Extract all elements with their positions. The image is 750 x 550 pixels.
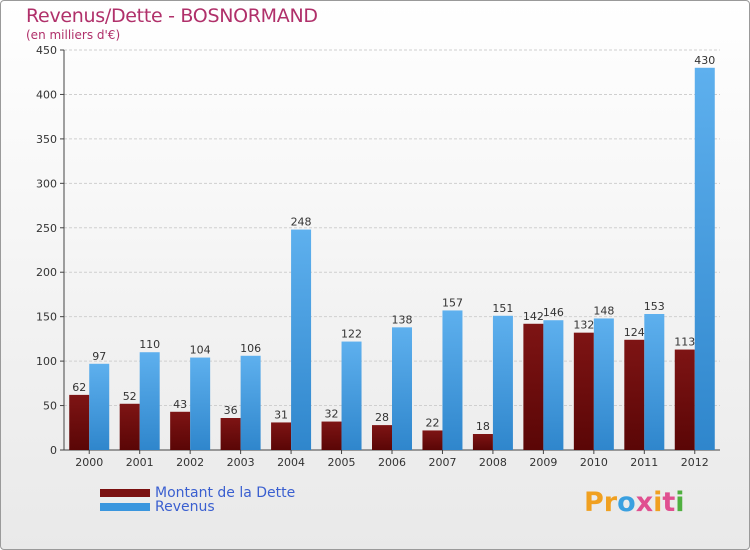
y-tick-label: 150 bbox=[36, 311, 57, 324]
debt-bar bbox=[271, 422, 292, 450]
y-tick-label: 200 bbox=[36, 266, 57, 279]
revenue-value-label: 104 bbox=[190, 344, 211, 357]
debt-bar bbox=[674, 349, 695, 450]
bars bbox=[69, 67, 715, 451]
x-tick-label: 2011 bbox=[630, 456, 658, 469]
y-tick-label: 250 bbox=[36, 222, 57, 235]
x-tick-label: 2008 bbox=[479, 456, 507, 469]
revenue-bar bbox=[341, 341, 362, 450]
revenue-value-label: 122 bbox=[341, 328, 362, 341]
x-tick-label: 2004 bbox=[277, 456, 305, 469]
debt-bar bbox=[220, 418, 241, 450]
y-tick-label: 450 bbox=[36, 44, 57, 57]
y-tick-label: 300 bbox=[36, 177, 57, 190]
revenue-bar bbox=[442, 310, 463, 450]
revenue-bar bbox=[139, 352, 160, 450]
revenue-value-label: 146 bbox=[543, 306, 564, 319]
x-tick-label: 2007 bbox=[428, 456, 456, 469]
debt-bar bbox=[372, 425, 392, 450]
revenue-value-label: 153 bbox=[644, 300, 665, 313]
debt-value-label: 62 bbox=[72, 381, 86, 394]
revenue-value-label: 148 bbox=[593, 304, 614, 317]
debt-bar bbox=[119, 403, 140, 450]
revenue-value-label: 157 bbox=[442, 296, 463, 309]
revenue-bar bbox=[291, 229, 312, 450]
debt-bar bbox=[422, 430, 443, 450]
debt-value-label: 18 bbox=[476, 420, 490, 433]
legend-label-debt: Montant de la Dette bbox=[155, 485, 296, 501]
x-tick-label: 2003 bbox=[227, 456, 255, 469]
revenue-bar bbox=[694, 67, 715, 451]
debt-value-label: 113 bbox=[674, 336, 695, 349]
proxiti-logo: Proxiti bbox=[584, 487, 685, 518]
revenue-bar bbox=[492, 315, 513, 450]
revenue-bar bbox=[190, 357, 211, 450]
legend-label-revenue: Revenus bbox=[155, 499, 215, 515]
revenue-value-label: 110 bbox=[139, 338, 160, 351]
revenue-value-label: 97 bbox=[92, 350, 106, 363]
debt-value-label: 124 bbox=[624, 326, 645, 339]
logo-letter: t bbox=[662, 487, 676, 518]
debt-value-label: 52 bbox=[123, 390, 137, 403]
logo-letter: i bbox=[675, 487, 685, 518]
x-tick-label: 2010 bbox=[580, 456, 608, 469]
debt-value-label: 28 bbox=[375, 411, 389, 424]
x-tick-label: 2002 bbox=[176, 456, 204, 469]
revenue-value-label: 430 bbox=[694, 54, 715, 67]
debt-bar bbox=[523, 323, 544, 450]
logo-letter: i bbox=[653, 487, 663, 518]
debt-value-label: 142 bbox=[523, 310, 544, 323]
debt-value-label: 132 bbox=[573, 319, 594, 332]
x-tick-label: 2000 bbox=[75, 456, 103, 469]
revenue-bar bbox=[593, 318, 614, 450]
y-tick-label: 0 bbox=[50, 444, 57, 457]
revenue-value-label: 248 bbox=[291, 216, 312, 229]
revenue-bar bbox=[392, 327, 412, 450]
debt-value-label: 22 bbox=[425, 416, 439, 429]
y-tick-label: 350 bbox=[36, 133, 57, 146]
y-tick-label: 400 bbox=[36, 88, 57, 101]
revenue-bar bbox=[644, 314, 665, 450]
revenue-value-label: 106 bbox=[240, 342, 261, 355]
legend-swatch-debt bbox=[100, 489, 150, 497]
debt-bar bbox=[321, 421, 342, 450]
revenue-bar bbox=[240, 355, 261, 450]
chart-subtitle: (en milliers d'€) bbox=[26, 28, 121, 42]
debt-bar bbox=[472, 434, 493, 450]
debt-bar bbox=[170, 411, 191, 450]
debt-bar bbox=[624, 339, 645, 450]
debt-bar bbox=[573, 332, 594, 450]
debt-value-label: 36 bbox=[224, 404, 238, 417]
x-tick-label: 2001 bbox=[126, 456, 154, 469]
x-tick-label: 2005 bbox=[328, 456, 356, 469]
revenue-bar bbox=[543, 320, 564, 450]
x-tick-label: 2012 bbox=[681, 456, 709, 469]
y-tick-label: 100 bbox=[36, 355, 57, 368]
legend-item-debt: Montant de la Dette bbox=[100, 486, 295, 500]
logo-letter: P bbox=[584, 487, 604, 518]
revenue-value-label: 138 bbox=[392, 313, 413, 326]
debt-value-label: 43 bbox=[173, 398, 187, 411]
legend: Montant de la Dette Revenus bbox=[100, 486, 295, 514]
x-tick-label: 2006 bbox=[378, 456, 406, 469]
logo-letter: r bbox=[603, 487, 618, 518]
debt-bar bbox=[69, 394, 90, 450]
logo-letter: o bbox=[617, 487, 636, 518]
debt-value-label: 31 bbox=[274, 408, 288, 421]
logo-letter: x bbox=[635, 487, 654, 518]
value-labels: 62 97 52 110 43 104 36 106 31 248 32 122 28 138 22 157 1… bbox=[72, 54, 715, 433]
legend-item-revenue: Revenus bbox=[100, 500, 295, 514]
debt-value-label: 32 bbox=[325, 408, 339, 421]
chart-title: Revenus/Dette - BOSNORMAND bbox=[26, 5, 318, 27]
revenue-value-label: 151 bbox=[492, 302, 513, 315]
legend-swatch-revenue bbox=[100, 503, 150, 511]
y-tick-label: 50 bbox=[43, 400, 57, 413]
x-tick-label: 2009 bbox=[529, 456, 557, 469]
revenue-bar bbox=[89, 363, 110, 450]
